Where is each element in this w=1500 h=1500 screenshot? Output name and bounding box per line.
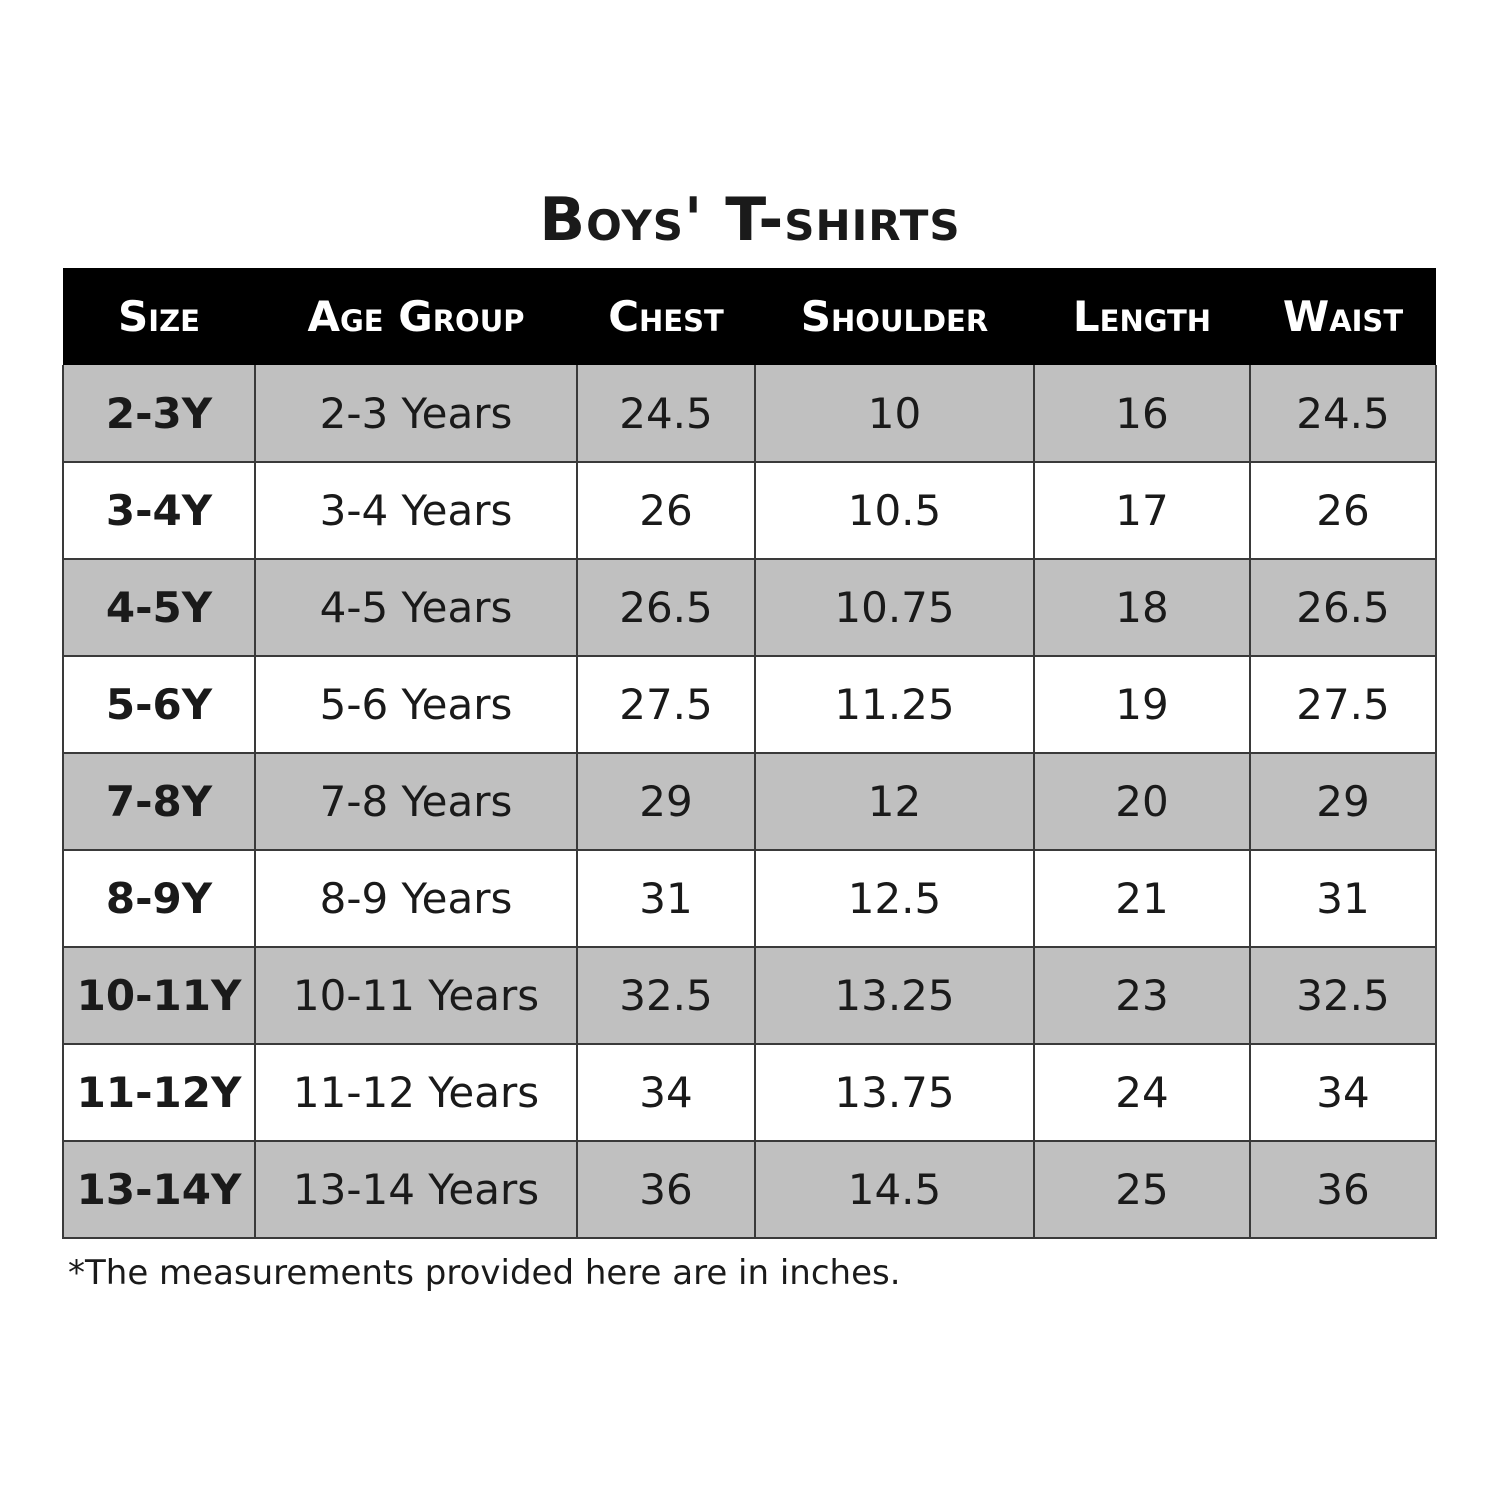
waist-cell: 31 <box>1249 849 1437 948</box>
chest-cell: 34 <box>576 1043 756 1142</box>
table-row: 3-4Y 3-4 Years 26 10.5 17 26 <box>62 461 1437 560</box>
waist-cell: 26.5 <box>1249 558 1437 657</box>
chest-cell: 26.5 <box>576 558 756 657</box>
waist-cell: 34 <box>1249 1043 1437 1142</box>
chest-cell: 31 <box>576 849 756 948</box>
shoulder-cell: 13.75 <box>754 1043 1035 1142</box>
length-cell: 21 <box>1033 849 1251 948</box>
header-length: Length <box>1072 292 1212 341</box>
size-cell: 3-4Y <box>62 461 256 560</box>
shoulder-cell: 10.5 <box>754 461 1035 560</box>
shoulder-cell: 13.25 <box>754 946 1035 1045</box>
size-cell: 2-3Y <box>62 365 256 463</box>
size-cell: 11-12Y <box>62 1043 256 1142</box>
size-chart-table: Size Age Group Chest Shoulder Length Wai… <box>62 268 1437 1239</box>
age-group-cell: 8-9 Years <box>254 849 578 948</box>
table-row: 4-5Y 4-5 Years 26.5 10.75 18 26.5 <box>62 558 1437 657</box>
length-cell: 18 <box>1033 558 1251 657</box>
size-cell: 5-6Y <box>62 655 256 754</box>
table-row: 7-8Y 7-8 Years 29 12 20 29 <box>62 752 1437 851</box>
size-cell: 4-5Y <box>62 558 256 657</box>
table-row: 2-3Y 2-3 Years 24.5 10 16 24.5 <box>62 365 1437 463</box>
waist-cell: 32.5 <box>1249 946 1437 1045</box>
shoulder-cell: 12.5 <box>754 849 1035 948</box>
shoulder-cell: 14.5 <box>754 1140 1035 1239</box>
waist-cell: 27.5 <box>1249 655 1437 754</box>
header-size: Size <box>118 292 200 341</box>
age-group-cell: 2-3 Years <box>254 365 578 463</box>
waist-cell: 24.5 <box>1249 365 1437 463</box>
shoulder-cell: 12 <box>754 752 1035 851</box>
header-age-group: Age Group <box>307 292 525 341</box>
age-group-cell: 10-11 Years <box>254 946 578 1045</box>
chest-cell: 36 <box>576 1140 756 1239</box>
length-cell: 20 <box>1033 752 1251 851</box>
length-cell: 16 <box>1033 365 1251 463</box>
header-chest: Chest <box>608 292 724 341</box>
chart-title: Boys' T-shirts <box>539 185 961 255</box>
length-cell: 19 <box>1033 655 1251 754</box>
chest-cell: 27.5 <box>576 655 756 754</box>
waist-cell: 26 <box>1249 461 1437 560</box>
shoulder-cell: 10 <box>754 365 1035 463</box>
measurement-footnote: *The measurements provided here are in i… <box>68 1253 901 1293</box>
shoulder-cell: 11.25 <box>754 655 1035 754</box>
table-header-row: Size Age Group Chest Shoulder Length Wai… <box>63 268 1436 365</box>
age-group-cell: 7-8 Years <box>254 752 578 851</box>
age-group-cell: 5-6 Years <box>254 655 578 754</box>
table-row: 5-6Y 5-6 Years 27.5 11.25 19 27.5 <box>62 655 1437 754</box>
table-row: 8-9Y 8-9 Years 31 12.5 21 31 <box>62 849 1437 948</box>
waist-cell: 29 <box>1249 752 1437 851</box>
size-cell: 10-11Y <box>62 946 256 1045</box>
chest-cell: 24.5 <box>576 365 756 463</box>
age-group-cell: 13-14 Years <box>254 1140 578 1239</box>
length-cell: 17 <box>1033 461 1251 560</box>
size-cell: 13-14Y <box>62 1140 256 1239</box>
waist-cell: 36 <box>1249 1140 1437 1239</box>
chest-cell: 26 <box>576 461 756 560</box>
length-cell: 24 <box>1033 1043 1251 1142</box>
length-cell: 23 <box>1033 946 1251 1045</box>
table-row: 11-12Y 11-12 Years 34 13.75 24 34 <box>62 1043 1437 1142</box>
chest-cell: 32.5 <box>576 946 756 1045</box>
size-cell: 7-8Y <box>62 752 256 851</box>
size-cell: 8-9Y <box>62 849 256 948</box>
age-group-cell: 3-4 Years <box>254 461 578 560</box>
shoulder-cell: 10.75 <box>754 558 1035 657</box>
table-row: 10-11Y 10-11 Years 32.5 13.25 23 32.5 <box>62 946 1437 1045</box>
age-group-cell: 4-5 Years <box>254 558 578 657</box>
chest-cell: 29 <box>576 752 756 851</box>
length-cell: 25 <box>1033 1140 1251 1239</box>
header-waist: Waist <box>1282 292 1404 341</box>
header-shoulder: Shoulder <box>800 292 989 341</box>
age-group-cell: 11-12 Years <box>254 1043 578 1142</box>
table-row: 13-14Y 13-14 Years 36 14.5 25 36 <box>62 1140 1437 1239</box>
